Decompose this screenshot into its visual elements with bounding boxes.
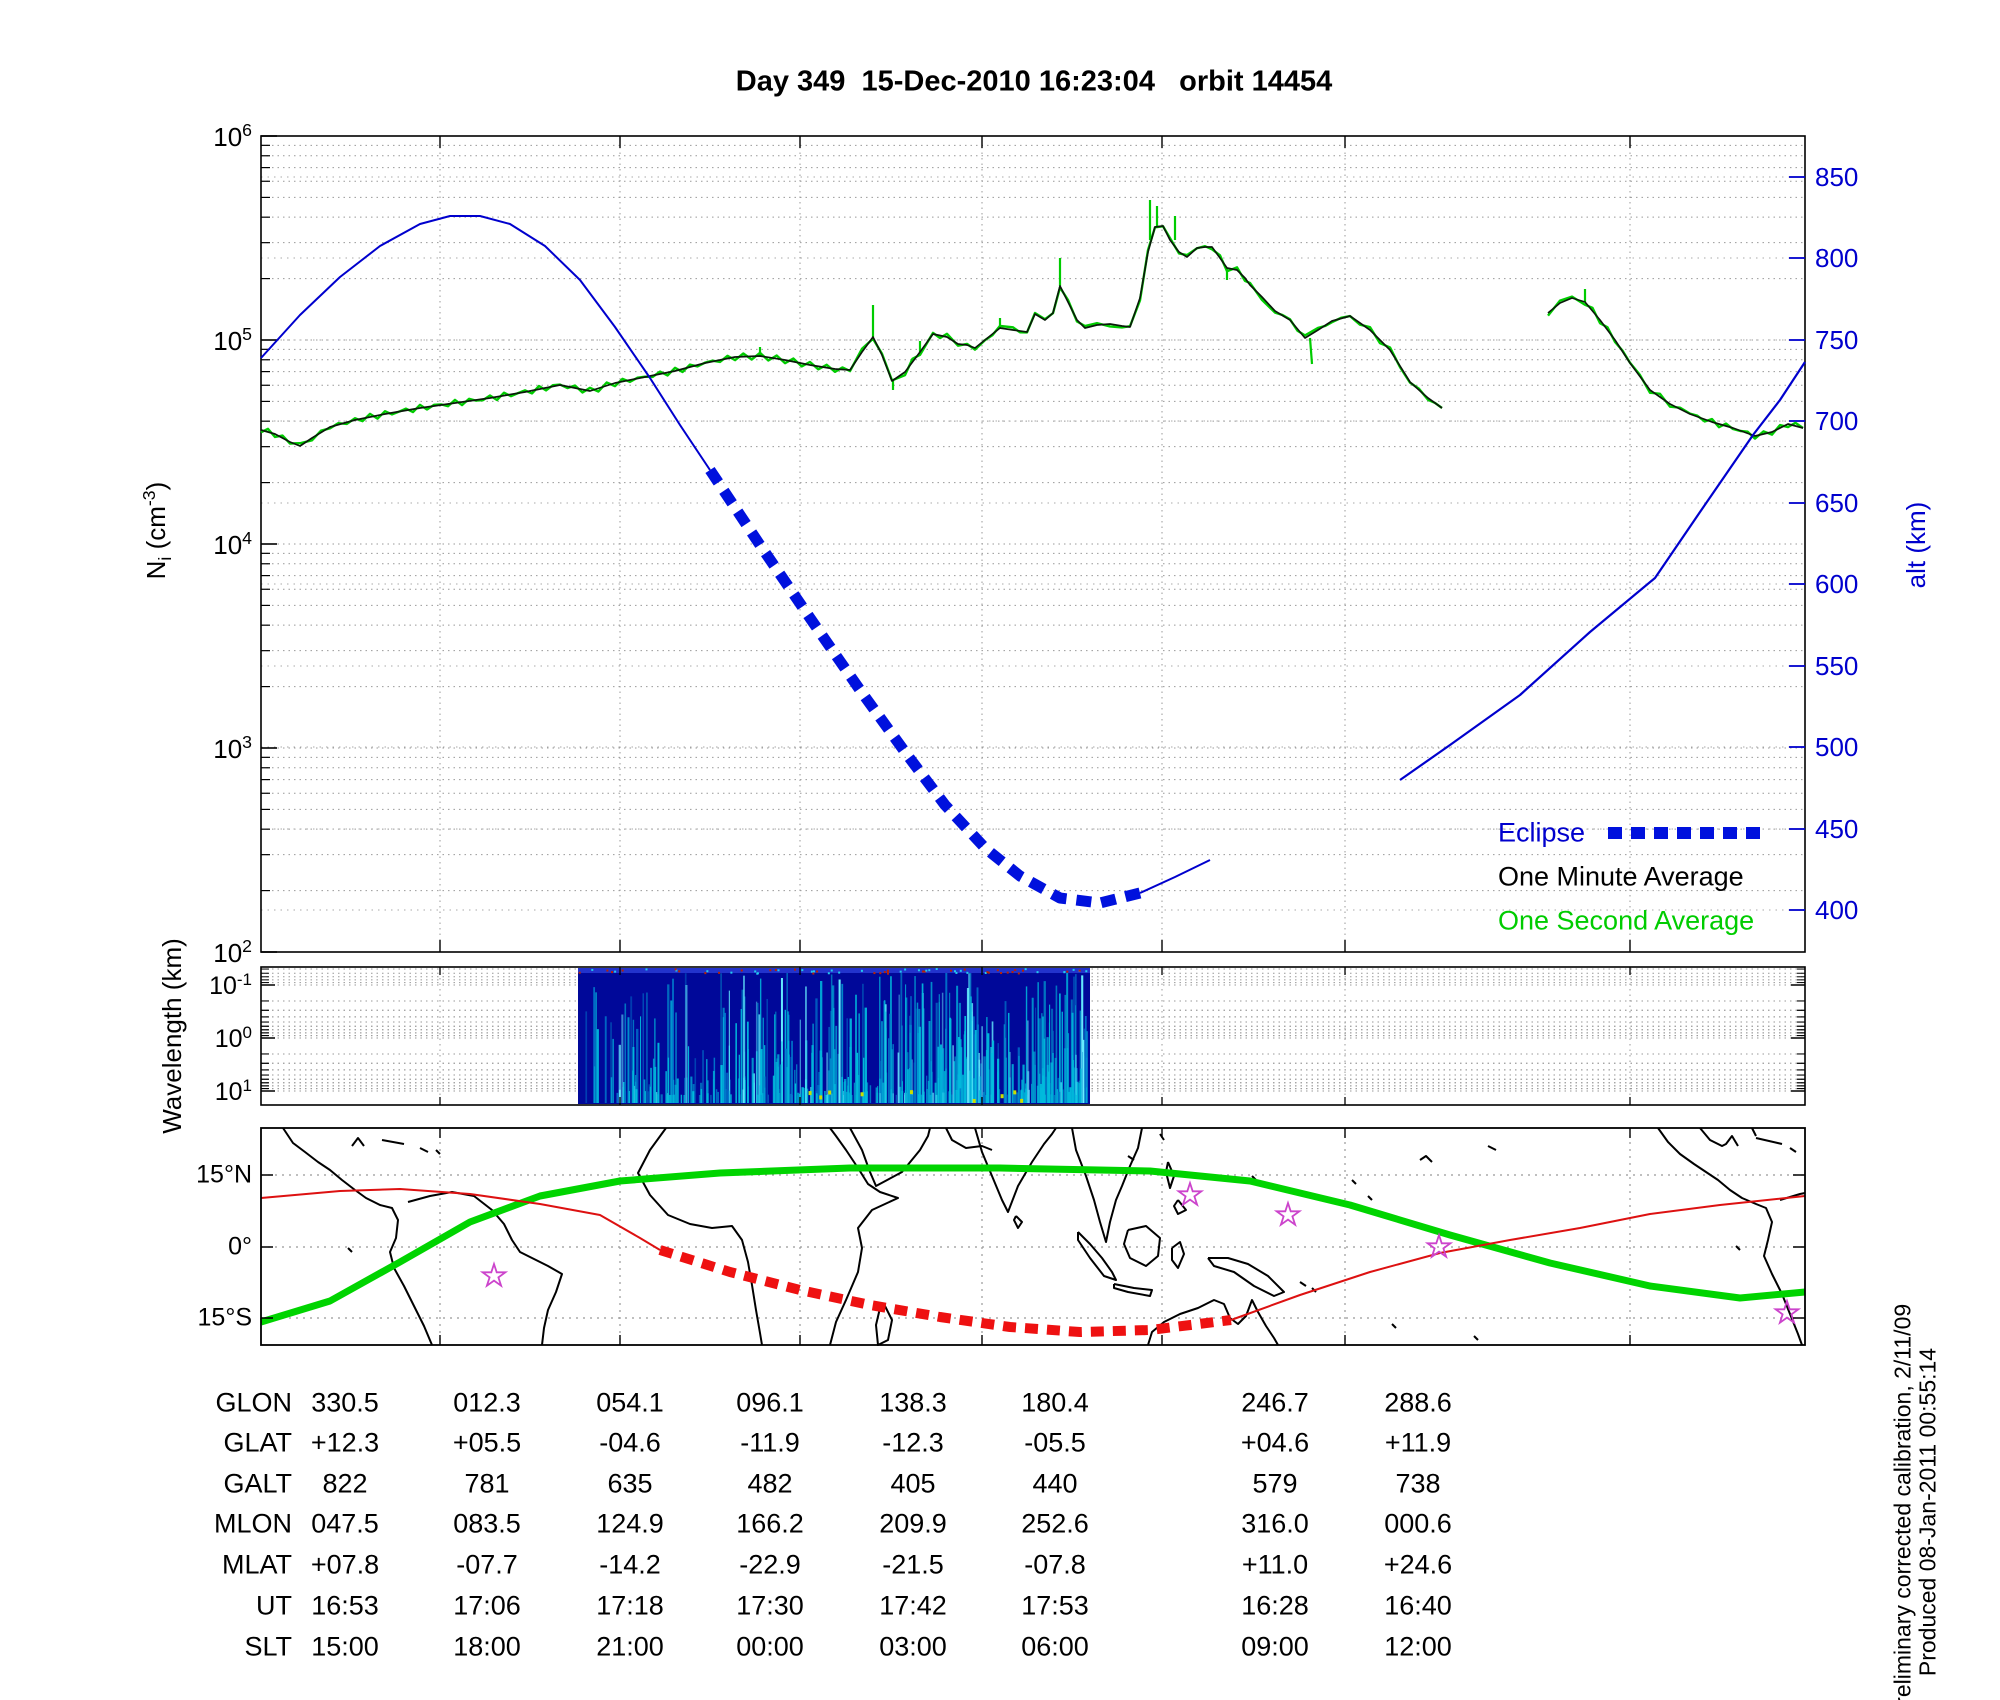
table-cell-glon-7: 288.6 [1384, 1387, 1452, 1418]
table-cell-glon-5: 180.4 [1021, 1387, 1089, 1418]
plot2-y-axis-label: Wavelength (km) [157, 938, 187, 1134]
plot2-y-tick-label: 10-1 [209, 969, 252, 1001]
plot1-alt-tick-label: 850 [1815, 162, 1859, 192]
table-cell-galt-4: 405 [890, 1468, 936, 1499]
table-cell-mlat-0: +07.8 [310, 1549, 380, 1580]
legend-one-second-label: One Second Average [1498, 905, 1755, 936]
table-row-label: GALT [223, 1468, 292, 1499]
table-cell-ut-1: 17:06 [453, 1590, 521, 1621]
table-cell-slt-1: 18:00 [453, 1631, 521, 1662]
table-cell-glon-2: 054.1 [596, 1387, 664, 1418]
map-lat-tick-label: 15°S [197, 1303, 252, 1332]
table-cell-mlat-5: -07.8 [1024, 1549, 1086, 1580]
map-lat-tick-label: 0° [228, 1232, 252, 1261]
table-cell-glat-4: -12.3 [882, 1427, 944, 1458]
table-cell-glon-1: 012.3 [453, 1387, 521, 1418]
plot1-y-tick-label: 103 [213, 732, 252, 764]
table-cell-mlat-7: +24.6 [1383, 1549, 1453, 1580]
plot1-alt-tick-label: 450 [1815, 814, 1859, 844]
table-cell-glon-0: 330.5 [311, 1387, 379, 1418]
table-cell-ut-5: 17:53 [1021, 1590, 1089, 1621]
plot1-y-tick-label: 105 [213, 324, 252, 356]
table-cell-glon-6: 246.7 [1241, 1387, 1309, 1418]
table-cell-mlat-4: -21.5 [882, 1549, 944, 1580]
table-cell-mlon-1: 083.5 [453, 1508, 521, 1539]
table-cell-glat-1: +05.5 [452, 1427, 522, 1458]
table-cell-mlon-5: 252.6 [1021, 1508, 1089, 1539]
plot1-alt-tick-label: 700 [1815, 406, 1859, 436]
plot1-right-axis-label: alt (km) [1901, 501, 1931, 589]
table-cell-mlon-3: 166.2 [736, 1508, 804, 1539]
plot1-y-tick-label: 106 [213, 120, 252, 152]
legend-one-minute-label: One Minute Average [1498, 861, 1744, 892]
table-cell-glat-0: +12.3 [310, 1427, 380, 1458]
table-cell-mlat-2: -14.2 [599, 1549, 661, 1580]
table-cell-slt-2: 21:00 [596, 1631, 664, 1662]
plot1-alt-tick-label: 800 [1815, 243, 1859, 273]
table-cell-galt-0: 822 [322, 1468, 368, 1499]
table-cell-galt-5: 440 [1032, 1468, 1078, 1499]
plot1-alt-tick-label: 500 [1815, 732, 1859, 762]
table-cell-glon-3: 096.1 [736, 1387, 804, 1418]
plot1-alt-tick-label: 750 [1815, 325, 1859, 355]
map-lat-tick-label: 15°N [196, 1160, 252, 1189]
table-cell-galt-1: 781 [464, 1468, 510, 1499]
plot1-alt-tick-label: 550 [1815, 651, 1859, 681]
page-title: Day 349 15-Dec-2010 16:23:04 orbit 14454 [735, 65, 1333, 98]
table-cell-ut-4: 17:42 [879, 1590, 947, 1621]
table-cell-glat-2: -04.6 [599, 1427, 661, 1458]
table-row-label: SLT [244, 1631, 292, 1662]
table-cell-mlon-0: 047.5 [311, 1508, 379, 1539]
table-row-label: UT [256, 1590, 292, 1621]
table-cell-ut-6: 16:28 [1241, 1590, 1309, 1621]
plot1-alt-tick-label: 400 [1815, 895, 1859, 925]
table-cell-ut-7: 16:40 [1384, 1590, 1452, 1621]
table-cell-slt-4: 03:00 [879, 1631, 947, 1662]
table-cell-mlat-6: +11.0 [1241, 1549, 1309, 1580]
table-cell-slt-7: 12:00 [1384, 1631, 1452, 1662]
table-cell-ut-2: 17:18 [596, 1590, 664, 1621]
table-cell-ut-3: 17:30 [736, 1590, 804, 1621]
table-cell-glat-3: -11.9 [740, 1427, 800, 1458]
table-cell-mlon-7: 000.6 [1384, 1508, 1452, 1539]
table-cell-mlat-1: -07.7 [456, 1549, 518, 1580]
footer-calibration-note: Preliminary corrected calibration, 2/11/… [1889, 1303, 1916, 1700]
footer-produced-timestamp: Produced 08-Jan-2011 00:55:14 [1914, 1347, 1941, 1677]
table-cell-ut-0: 16:53 [311, 1590, 379, 1621]
table-cell-galt-3: 482 [747, 1468, 793, 1499]
table-cell-galt-6: 579 [1252, 1468, 1298, 1499]
plot2-y-tick-label: 100 [214, 1022, 252, 1054]
table-cell-galt-2: 635 [607, 1468, 653, 1499]
plot2-y-tick-label: 101 [214, 1075, 252, 1107]
table-cell-glon-4: 138.3 [879, 1387, 947, 1418]
table-cell-slt-6: 09:00 [1241, 1631, 1309, 1662]
table-row-label: MLON [213, 1508, 292, 1539]
plot1-alt-tick-label: 650 [1815, 488, 1859, 518]
table-cell-mlon-2: 124.9 [596, 1508, 664, 1539]
table-cell-slt-5: 06:00 [1021, 1631, 1089, 1662]
table-cell-glat-6: +04.6 [1240, 1427, 1310, 1458]
table-cell-glat-5: -05.5 [1024, 1427, 1086, 1458]
table-row-label: GLON [215, 1387, 292, 1418]
plot1-y-tick-label: 102 [213, 936, 252, 968]
table-cell-slt-3: 00:00 [736, 1631, 804, 1662]
table-cell-mlat-3: -22.9 [739, 1549, 801, 1580]
table-row-label: GLAT [223, 1427, 292, 1458]
table-cell-galt-7: 738 [1395, 1468, 1441, 1499]
table-row-label: MLAT [221, 1549, 292, 1580]
table-cell-glat-7: +11.9 [1384, 1427, 1452, 1458]
table-cell-slt-0: 15:00 [311, 1631, 379, 1662]
plot1-y-tick-label: 104 [213, 528, 252, 560]
plot1-alt-tick-label: 600 [1815, 569, 1859, 599]
legend-eclipse-label: Eclipse [1498, 817, 1586, 848]
table-cell-mlon-6: 316.0 [1241, 1508, 1309, 1539]
plot1-y-axis-label: Ni (cm-3) [139, 481, 176, 580]
table-cell-mlon-4: 209.9 [879, 1508, 947, 1539]
